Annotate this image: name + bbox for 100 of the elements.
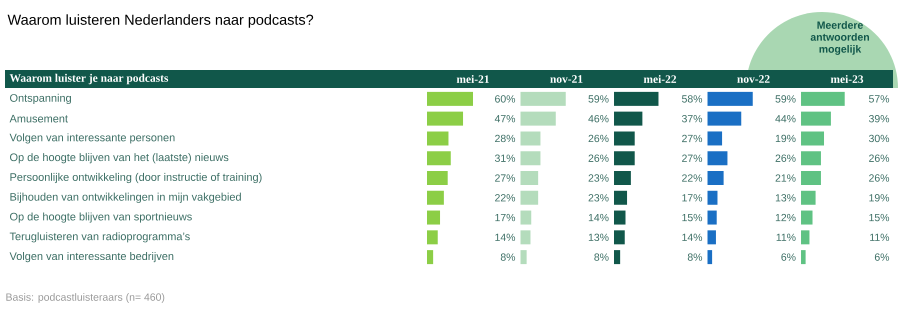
data-label: 14% [588,214,609,222]
data-label: 59% [588,95,609,103]
data-label: 8% [500,253,516,261]
bar [801,190,816,205]
y-tick-label: Persoonlijke ontwikkeling (door instructie of training) [10,172,262,184]
data-label: 44% [775,115,796,122]
series-label: nov-21 [550,75,582,83]
data-label: 27% [682,134,702,142]
data-label: 26% [588,134,609,142]
data-label: 23% [588,174,609,182]
data-label: 46% [588,114,609,122]
data-label: 26% [588,154,609,162]
y-tick-label: Amusement [10,114,68,122]
bar [520,131,540,146]
data-label: 22% [495,194,516,202]
data-label: 31% [494,154,516,162]
data-label: 21% [776,174,796,182]
data-label: 19% [776,134,796,142]
y-axis-title: Waarom luister je naar podcasts [10,74,168,84]
bar [614,171,631,185]
bar [708,112,742,126]
bar [427,250,434,264]
bar [801,151,821,166]
bar [520,250,527,264]
data-label: 60% [495,95,516,103]
data-label: 8% [594,253,609,261]
data-label: 14% [495,234,516,241]
bar [801,171,821,185]
bar [520,112,556,126]
bar [614,250,620,264]
data-label: 59% [775,95,796,103]
bar [708,92,753,106]
data-label: 6% [874,253,890,261]
data-label: 47% [494,115,516,122]
bar [427,131,448,146]
y-tick-label: Ontspanning [10,94,71,104]
data-label: 13% [776,194,796,202]
data-label: 26% [869,154,890,162]
data-label: 30% [868,134,890,142]
bar [708,131,722,146]
bar [801,250,806,264]
data-label: 27% [495,174,516,182]
bar [801,92,845,106]
data-label: 58% [682,95,702,103]
data-label: 8% [688,253,702,261]
y-tick-label: Op de hoogte blijven van sportnieuws [10,212,192,223]
bar [427,112,464,126]
bar [614,112,642,126]
text: Waarom luisteren Nederlanders naar podcasts? [8,14,314,28]
data-label: 12% [776,214,796,222]
bar [427,171,448,185]
data-label: 26% [869,174,890,182]
bar [520,230,530,244]
bar [520,190,538,205]
data-label: 26% [776,154,796,162]
y-tick-label: Volgen van interessante personen [10,133,174,144]
bar [520,92,566,106]
bar [520,151,540,166]
data-label: 11% [870,234,890,241]
data-label: 6% [781,253,796,261]
series-label: mei-21 [456,74,489,84]
data-label: 17% [682,194,702,202]
bar [708,210,717,225]
bar [520,210,532,225]
bar [801,210,813,225]
bar [614,131,635,146]
bar [427,210,440,225]
series-label: nov-22 [737,75,770,83]
data-label: 28% [495,134,516,142]
data-label: 11% [776,234,796,241]
data-label: 39% [868,114,890,122]
bar [614,210,626,225]
y-tick-label: Bijhouden van ontwikkelingen in mijn vakgebied [10,192,241,203]
text: Meerdere antwoorden mogelijk [810,21,869,55]
bar [708,230,716,244]
data-label: 27% [682,154,702,162]
bar [708,171,724,185]
y-tick-label: Terugluisteren van radioprogramma’s [10,232,190,242]
text: Basis: podcastluisteraars (n= 460) [6,293,164,303]
data-label: 14% [682,234,702,241]
data-label: 23% [588,194,609,202]
bar [427,92,474,106]
data-label: 15% [682,214,702,222]
data-label: 17% [495,214,516,222]
data-label: 37% [682,114,702,122]
bar [614,151,635,166]
bar [614,92,658,106]
bar [801,112,831,126]
bar [708,250,712,264]
bar [427,151,451,166]
bar [708,151,728,166]
data-label: 22% [682,174,702,182]
bar [801,230,810,244]
bar [427,230,438,244]
series-label: mei-23 [830,74,864,84]
bar [614,190,628,205]
y-tick-label: Volgen van interessante bedrijven [10,252,174,262]
bar [801,131,824,146]
bar [614,230,625,244]
data-label: 19% [869,194,890,202]
